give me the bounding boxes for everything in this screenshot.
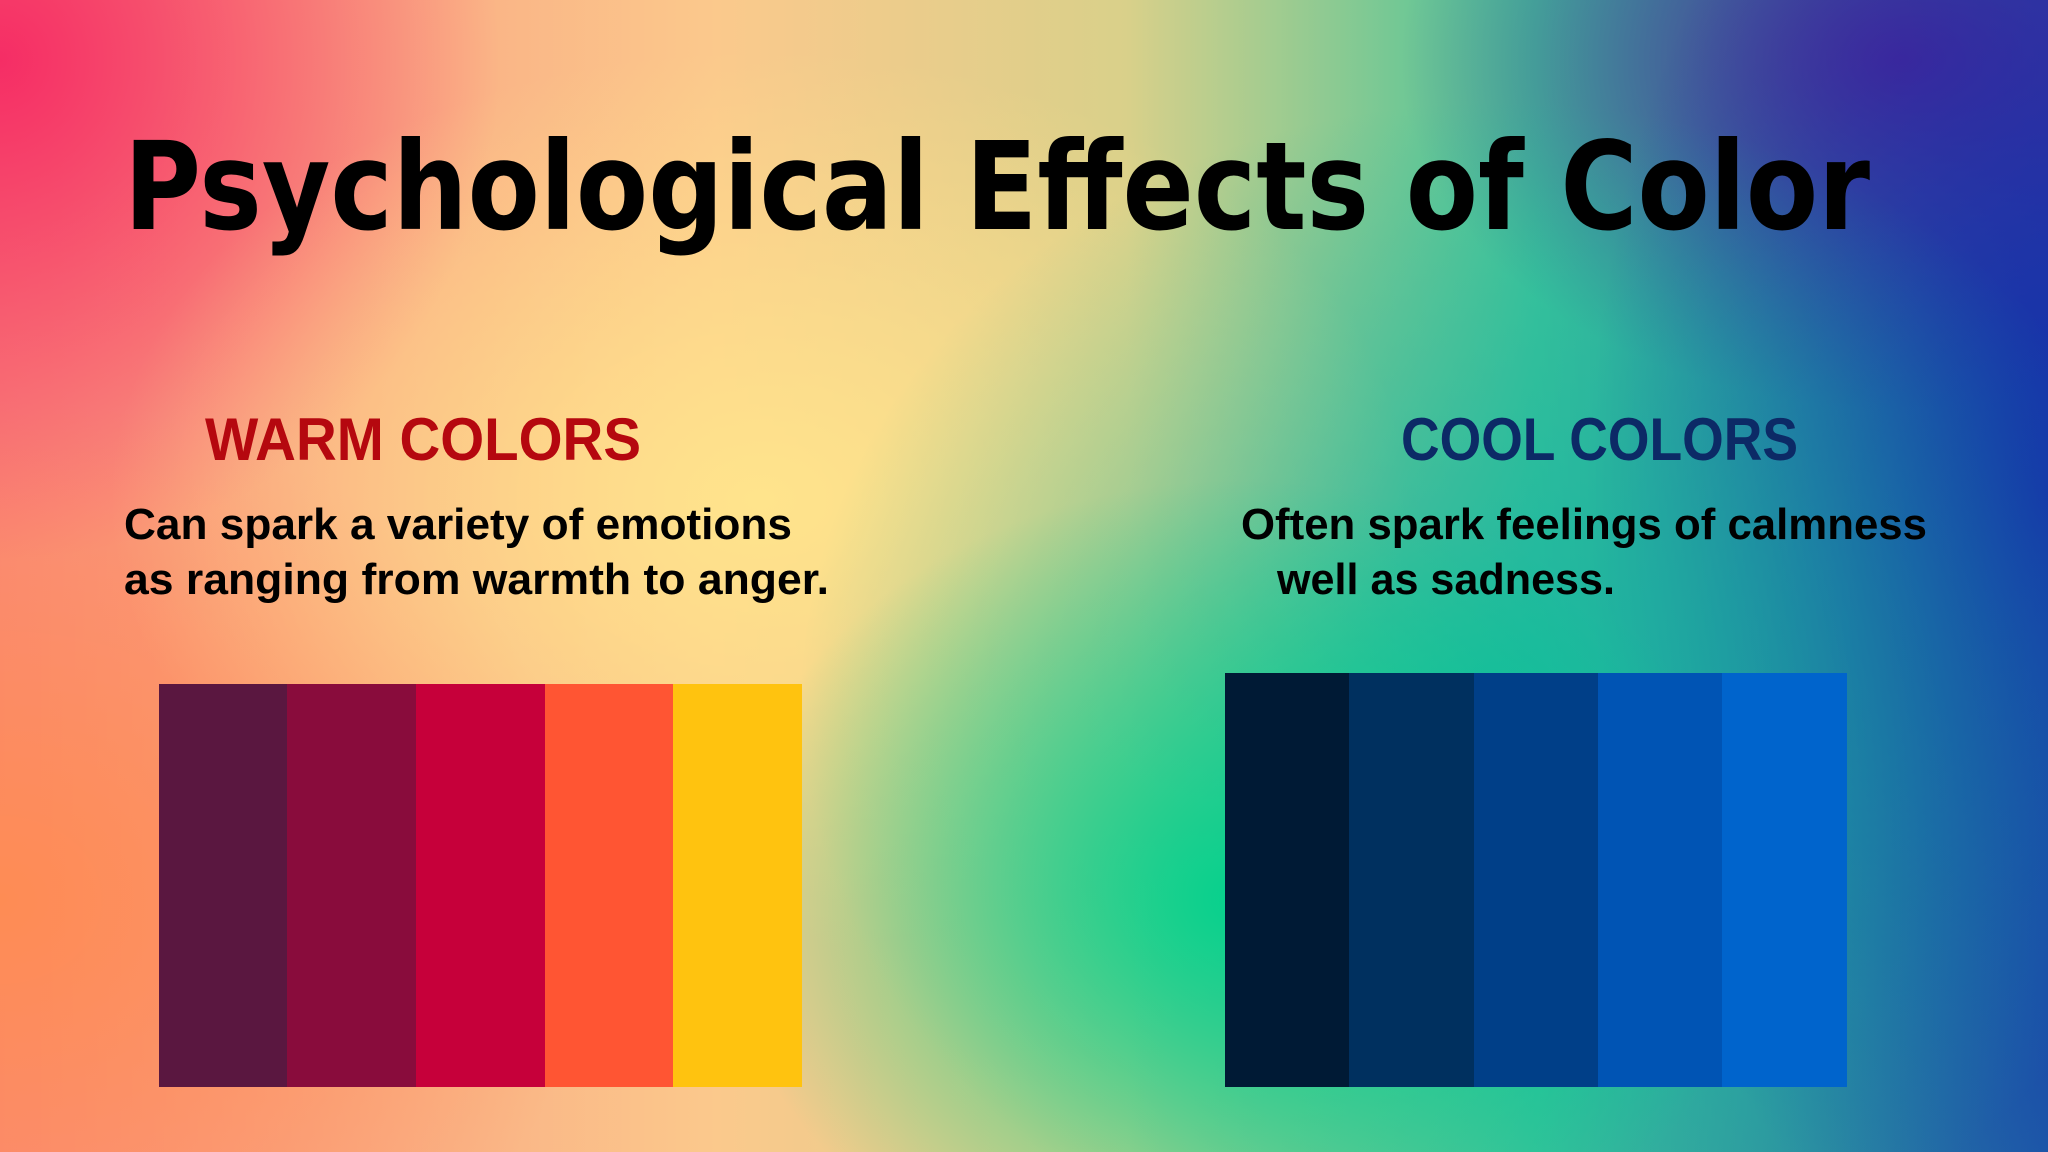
warm-text-line: as ranging from warmth to anger. bbox=[124, 555, 829, 604]
warm-text-line: Can spark a variety of emotions bbox=[124, 500, 792, 549]
swatch bbox=[545, 684, 674, 1087]
swatch bbox=[1722, 673, 1847, 1087]
swatch bbox=[673, 684, 802, 1087]
warm-swatches bbox=[159, 684, 802, 1087]
swatch bbox=[287, 684, 416, 1087]
swatch bbox=[416, 684, 545, 1087]
swatch bbox=[1225, 673, 1350, 1087]
swatch bbox=[159, 684, 288, 1087]
cool-heading: COOL COLORS bbox=[1401, 406, 1798, 473]
cool-swatches bbox=[1225, 673, 1847, 1087]
swatch bbox=[1598, 673, 1723, 1087]
cool-text-line: well as sadness. bbox=[1276, 555, 1615, 604]
title: Psychological Effects of Color bbox=[124, 116, 1870, 258]
warm-heading: WARM COLORS bbox=[205, 406, 641, 473]
cool-text-line: Often spark feelings of calmness bbox=[1241, 500, 1927, 549]
swatch bbox=[1349, 673, 1474, 1087]
swatch bbox=[1474, 673, 1599, 1087]
